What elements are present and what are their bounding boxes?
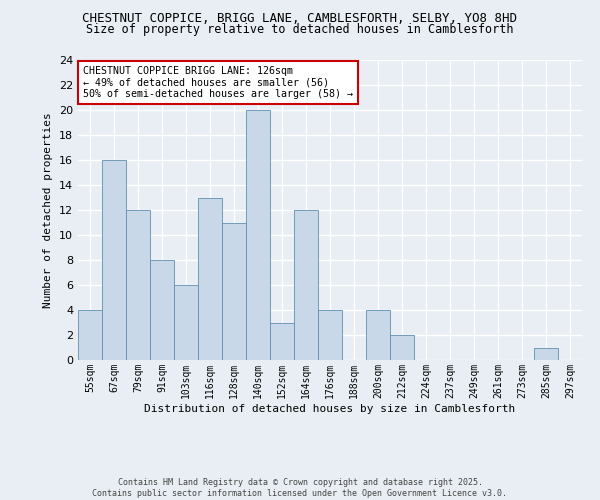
Bar (366, 310, 390, 360)
Text: CHESTNUT COPPICE BRIGG LANE: 126sqm
← 49% of detached houses are smaller (56)
50: CHESTNUT COPPICE BRIGG LANE: 126sqm ← 49… (83, 66, 353, 99)
Text: CHESTNUT COPPICE, BRIGG LANE, CAMBLESFORTH, SELBY, YO8 8HD: CHESTNUT COPPICE, BRIGG LANE, CAMBLESFOR… (83, 12, 517, 26)
Bar (270, 322, 294, 360)
Bar (318, 310, 342, 360)
Text: Contains HM Land Registry data © Crown copyright and database right 2025.
Contai: Contains HM Land Registry data © Crown c… (92, 478, 508, 498)
Bar (78, 310, 102, 360)
Bar (150, 260, 174, 360)
Y-axis label: Number of detached properties: Number of detached properties (43, 112, 53, 308)
Bar (174, 285, 198, 360)
Text: Size of property relative to detached houses in Camblesforth: Size of property relative to detached ho… (86, 22, 514, 36)
Bar (294, 210, 318, 360)
Bar (222, 222, 246, 360)
Bar (102, 160, 126, 360)
Bar (198, 198, 222, 360)
Bar (390, 335, 414, 360)
Bar (534, 348, 558, 360)
Bar (126, 210, 150, 360)
Bar (246, 110, 270, 360)
X-axis label: Distribution of detached houses by size in Camblesforth: Distribution of detached houses by size … (145, 404, 515, 413)
